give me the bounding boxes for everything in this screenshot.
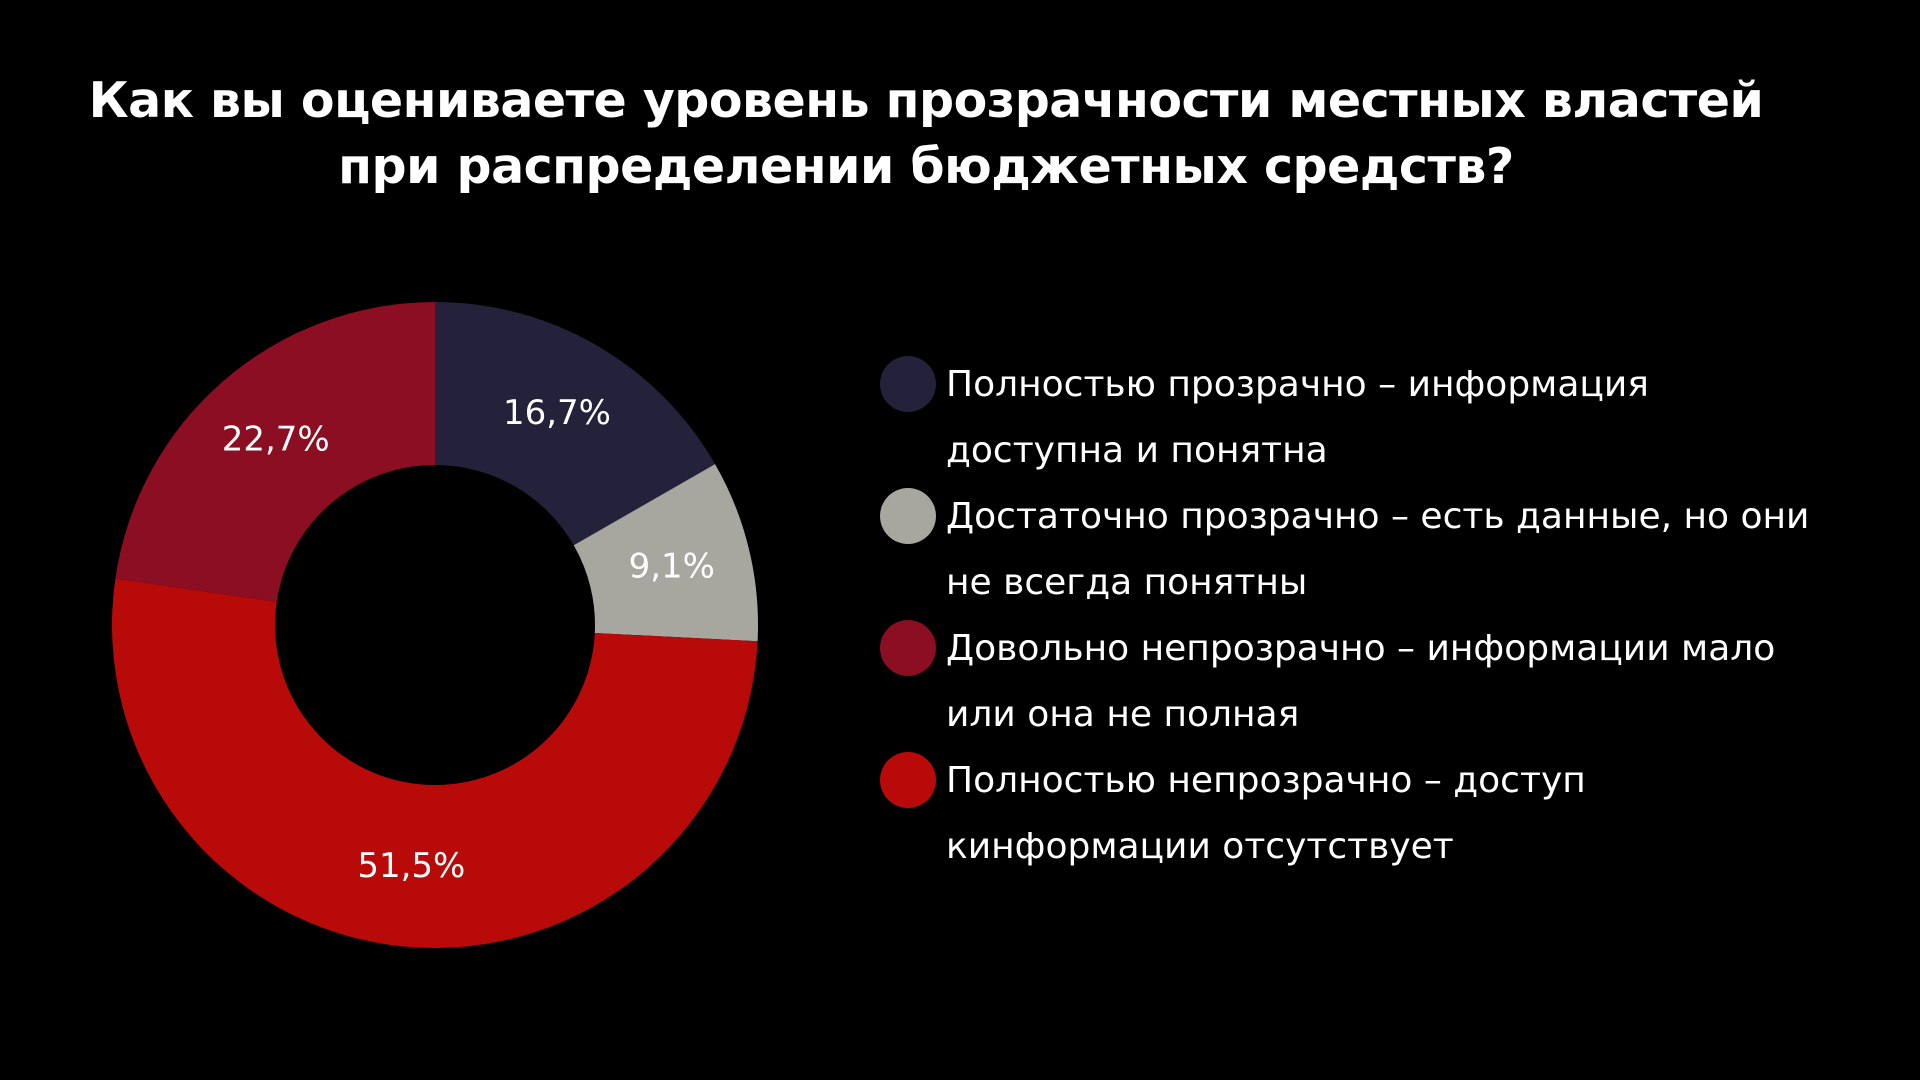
donut-slice-2 [112,578,758,949]
legend-item-fairly-opaque: Довольно непрозрачно – информации мало и… [878,616,1888,748]
legend-label-line: или она не полная [946,694,1300,735]
legend-label-line: не всегда понятны [946,562,1308,603]
donut-slice-1 [573,464,759,642]
slice-value-label-2: 51,5% [357,846,465,886]
legend-swatch-fully-transparent [880,356,936,412]
legend-item-fully-transparent: Полностью прозрачно – информация доступн… [878,352,1888,484]
slice-value-label-3: 22,7% [222,419,330,459]
legend-swatch-fully-opaque [880,752,936,808]
legend-label-line: доступна и понятна [946,430,1328,471]
chart-title: Как вы оцениваете уровень прозрачности м… [0,68,1852,200]
legend-label-fully-opaque: Полностью непрозрачно – доступ кинформац… [946,748,1888,880]
slice-value-label-1: 9,1% [629,547,715,587]
legend-label-fairly-opaque: Довольно непрозрачно – информации мало и… [946,616,1888,748]
legend-swatch-fairly-transparent [880,488,936,544]
legend-label-line: кинформации отсутствует [946,826,1454,867]
donut-slice-3 [115,302,435,602]
legend-label-line: Достаточно прозрачно – есть данные, но о… [946,496,1810,537]
chart-title-line-1: Как вы оцениваете уровень прозрачности м… [88,72,1764,129]
legend-item-fairly-transparent: Достаточно прозрачно – есть данные, но о… [878,484,1888,616]
legend-label-fairly-transparent: Достаточно прозрачно – есть данные, но о… [946,484,1888,616]
legend-label-line: Полностью непрозрачно – доступ [946,760,1586,801]
donut-chart-svg: 16,7% 9,1% 51,5% 22,7% [112,302,759,949]
chart-legend: Полностью прозрачно – информация доступн… [878,352,1888,880]
chart-title-line-2: при распределении бюджетных средств? [338,138,1514,195]
legend-swatch-fairly-opaque [880,620,936,676]
legend-item-fully-opaque: Полностью непрозрачно – доступ кинформац… [878,748,1888,880]
legend-label-line: Полностью прозрачно – информация [946,364,1649,405]
legend-label-line: Довольно непрозрачно – информации мало [946,628,1776,669]
legend-label-fully-transparent: Полностью прозрачно – информация доступн… [946,352,1888,484]
slice-value-label-0: 16,7% [503,393,611,433]
donut-slice-0 [435,302,716,546]
donut-chart: 16,7% 9,1% 51,5% 22,7% [100,290,770,960]
